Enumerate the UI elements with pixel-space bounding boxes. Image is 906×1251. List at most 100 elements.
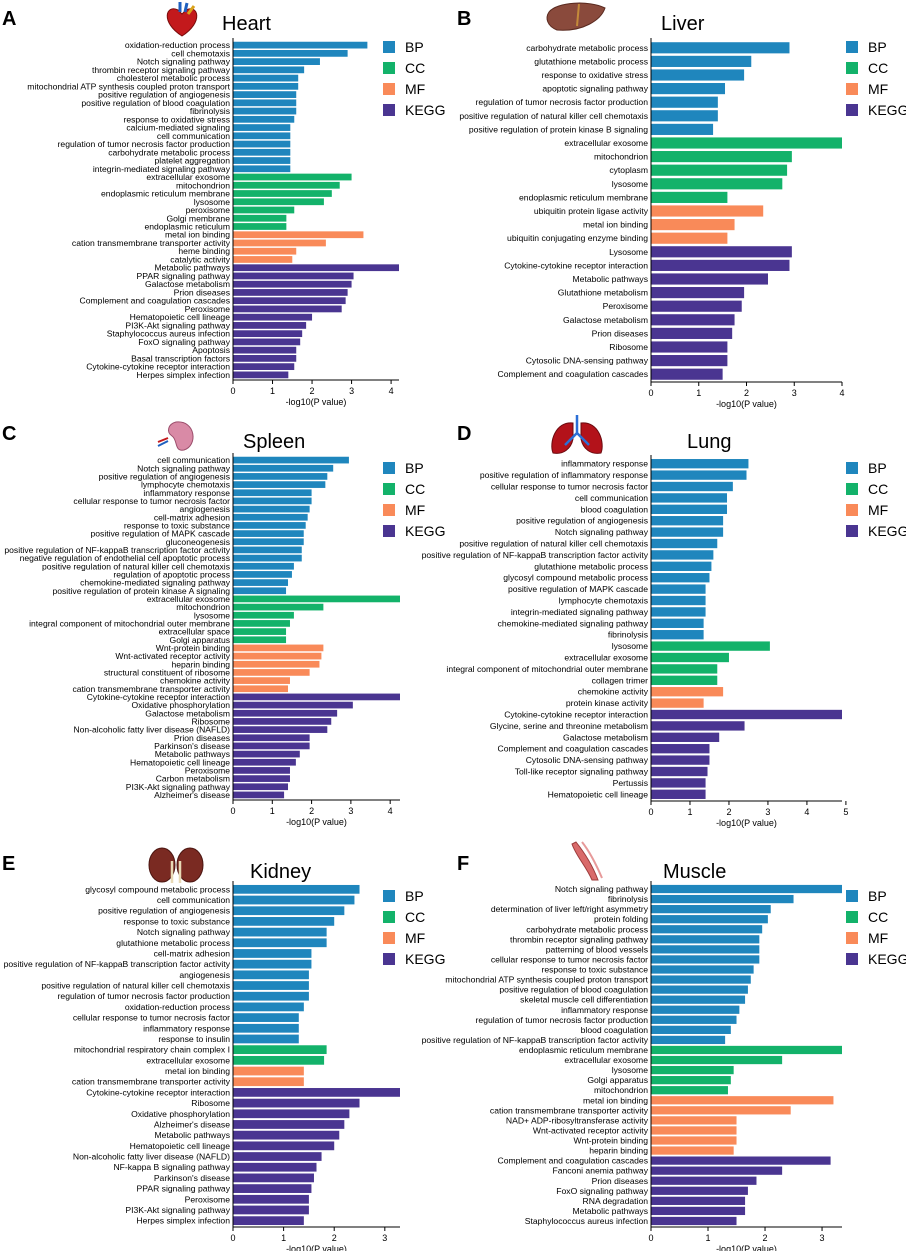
category-label: Glycine, serine and threonine metabolism bbox=[490, 721, 648, 731]
x-tick-label: 2 bbox=[332, 1233, 337, 1243]
panel-title: Kidney bbox=[250, 861, 311, 883]
category-label: gluconeogenesis bbox=[166, 537, 230, 547]
panel-letter: C bbox=[2, 423, 16, 445]
category-label: positive regulation of natural killer ce… bbox=[459, 539, 648, 549]
bar bbox=[233, 546, 302, 554]
category-label: Notch signaling pathway bbox=[555, 884, 649, 894]
bar bbox=[233, 181, 340, 189]
bar bbox=[233, 522, 306, 529]
category-label: Prion diseases bbox=[592, 328, 648, 338]
legend-label-cc: CC bbox=[868, 909, 888, 925]
bar bbox=[651, 1076, 731, 1085]
bar bbox=[651, 965, 754, 974]
bar bbox=[651, 915, 768, 924]
bar bbox=[233, 107, 297, 115]
category-label: response to oxidative stress bbox=[123, 114, 230, 124]
legend-swatch-kegg bbox=[383, 953, 395, 965]
category-label: angiogenesis bbox=[179, 970, 230, 980]
category-label: Lysosome bbox=[609, 247, 648, 257]
bar bbox=[233, 677, 290, 684]
category-label: Golgi apparatus bbox=[170, 635, 230, 645]
category-label: Metabolic pathways bbox=[155, 1130, 230, 1140]
x-tick-label: 2 bbox=[310, 386, 315, 396]
category-label: extracellular exosome bbox=[564, 653, 648, 663]
category-label: Metabolic pathways bbox=[155, 749, 230, 759]
bar bbox=[233, 791, 285, 799]
bar bbox=[233, 620, 290, 627]
category-label: protein folding bbox=[594, 914, 648, 924]
category-label: endoplasmic reticulum membrane bbox=[519, 1045, 648, 1055]
bar bbox=[233, 140, 291, 148]
category-label: Metabolic pathways bbox=[573, 1206, 648, 1216]
bar bbox=[651, 1136, 737, 1145]
bar bbox=[233, 464, 334, 472]
category-label: positive regulation of natural killer ce… bbox=[41, 981, 230, 991]
category-label: Metabolic pathways bbox=[155, 263, 230, 273]
legend-label-kegg: KEGG bbox=[405, 951, 445, 967]
category-label: mitochondrion bbox=[594, 152, 648, 162]
category-label: Peroxisome bbox=[185, 1194, 231, 1204]
bar bbox=[651, 884, 842, 894]
legend-label-bp: BP bbox=[868, 39, 887, 55]
bar bbox=[651, 151, 792, 163]
legend-label-kegg: KEGG bbox=[405, 102, 445, 118]
category-label: Hematopoietic cell lineage bbox=[130, 1141, 231, 1151]
bar bbox=[233, 473, 328, 480]
bar bbox=[233, 206, 295, 214]
bar bbox=[651, 995, 746, 1004]
bar bbox=[651, 1176, 757, 1185]
bar bbox=[651, 1206, 746, 1216]
category-label: carbohydrate metabolic process bbox=[526, 924, 648, 934]
category-label: thrombin receptor signaling pathway bbox=[92, 65, 231, 75]
category-label: endoplasmic reticulum membrane bbox=[101, 189, 230, 199]
category-label: positive regulation of protein kinase A … bbox=[52, 586, 230, 596]
category-label: fibrinolysis bbox=[608, 894, 648, 904]
x-tick-label: 0 bbox=[648, 807, 653, 817]
category-label: integral component of mitochondrial oute… bbox=[29, 618, 230, 628]
category-label: cell communication bbox=[157, 131, 230, 141]
bar bbox=[651, 584, 706, 594]
bar bbox=[233, 247, 297, 255]
x-tick-label: 1 bbox=[696, 388, 701, 398]
bar bbox=[233, 322, 307, 329]
legend-swatch-cc bbox=[383, 911, 395, 923]
legend-label-cc: CC bbox=[868, 481, 888, 497]
category-label: catalytic activity bbox=[170, 254, 230, 264]
bar bbox=[233, 1045, 327, 1055]
x-tick-label: 0 bbox=[648, 1233, 653, 1243]
bar bbox=[233, 513, 308, 521]
bar bbox=[651, 232, 728, 244]
category-label: Wnt-activated receptor activity bbox=[115, 651, 230, 661]
category-label: Wnt-protein binding bbox=[573, 1136, 648, 1146]
bar bbox=[233, 99, 297, 107]
category-label: Hematopoietic cell lineage bbox=[130, 757, 230, 767]
category-label: positive regulation of NF-kappaB transcr… bbox=[422, 550, 649, 560]
category-label: Cytokine-cytokine receptor interaction bbox=[86, 1087, 230, 1097]
bar bbox=[233, 530, 304, 537]
legend-label-bp: BP bbox=[868, 888, 887, 904]
category-label: metal ion binding bbox=[165, 1066, 230, 1076]
bar bbox=[233, 1066, 304, 1076]
bar bbox=[651, 110, 718, 122]
category-label: positive regulation of blood coagulation bbox=[499, 985, 648, 995]
category-label: integral component of mitochondrial oute… bbox=[446, 664, 648, 674]
bar bbox=[651, 1126, 737, 1135]
bar bbox=[233, 41, 368, 49]
bar bbox=[651, 766, 708, 777]
category-label: PI3K-Akt signaling pathway bbox=[126, 782, 231, 792]
category-label: glycosyl compound metabolic process bbox=[85, 884, 230, 894]
legend-swatch-cc bbox=[383, 483, 395, 495]
category-label: response to insulin bbox=[158, 1034, 230, 1044]
heart-icon bbox=[166, 2, 198, 37]
category-label: Alzheimer's disease bbox=[154, 790, 230, 800]
legend-label-bp: BP bbox=[405, 39, 424, 55]
category-label: cation transmembrane transporter activit… bbox=[72, 1077, 231, 1087]
panel-letter: D bbox=[457, 423, 471, 445]
category-label: PPAR signaling pathway bbox=[137, 1184, 231, 1194]
bar bbox=[233, 938, 327, 948]
category-label: cation transmembrane transporter activit… bbox=[490, 1105, 649, 1115]
category-label: lysosome bbox=[194, 610, 230, 620]
category-label: chemokine activity bbox=[578, 687, 649, 697]
x-tick-label: 4 bbox=[804, 807, 809, 817]
bar bbox=[651, 300, 742, 312]
